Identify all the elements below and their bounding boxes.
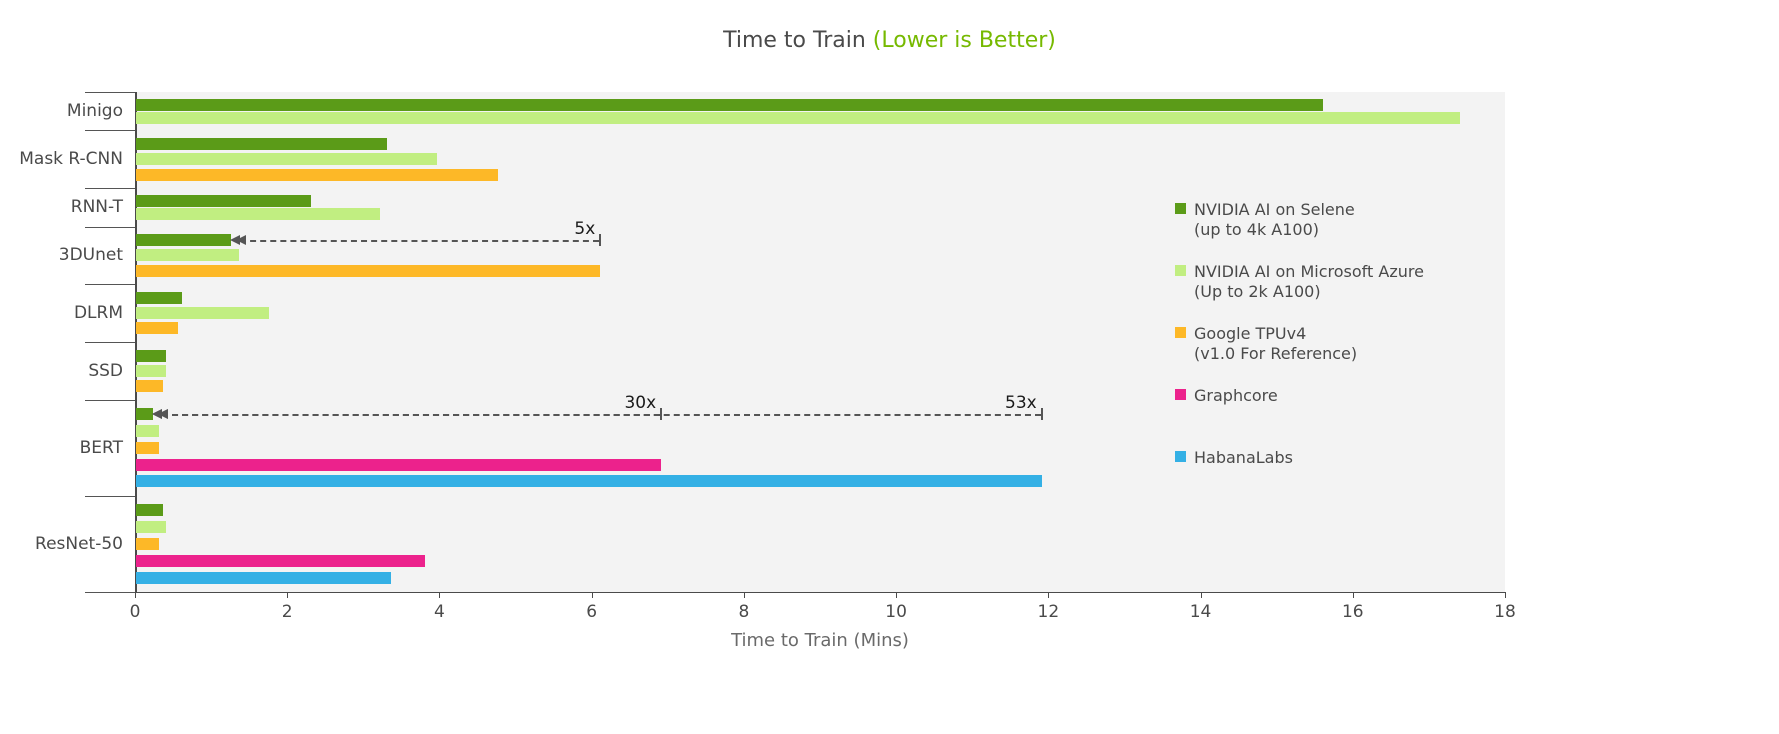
group-divider [85, 284, 135, 285]
bar [136, 99, 1323, 111]
legend-item: Google TPUv4(v1.0 For Reference) [1175, 324, 1357, 364]
group-divider [85, 592, 135, 593]
x-tick [744, 592, 745, 598]
x-tick-label: 2 [282, 602, 293, 622]
x-tick-label: 14 [1190, 602, 1212, 622]
bar [136, 169, 498, 181]
bar [136, 475, 1042, 487]
x-tick [592, 592, 593, 598]
category-label: Mask R-CNN [19, 149, 123, 169]
bar [136, 249, 239, 261]
bar [136, 234, 231, 246]
bar [136, 350, 166, 362]
bar [136, 365, 166, 377]
bar [136, 265, 600, 277]
category-label: RNN-T [71, 197, 123, 217]
legend-label: HabanaLabs [1194, 448, 1293, 467]
x-tick [1048, 592, 1049, 598]
x-tick-label: 6 [586, 602, 597, 622]
group-divider [85, 342, 135, 343]
group-divider [85, 227, 135, 228]
bar [136, 572, 391, 584]
category-label: ResNet-50 [35, 534, 123, 554]
chart-title: Time to Train (Lower is Better) [0, 28, 1779, 53]
legend-label-line2: (up to 4k A100) [1194, 220, 1319, 239]
x-tick [1505, 592, 1506, 598]
x-tick-label: 16 [1342, 602, 1364, 622]
category-label: BERT [80, 438, 123, 458]
category-label: Minigo [67, 101, 123, 121]
group-divider [85, 92, 135, 93]
bar [136, 112, 1460, 124]
legend-swatch [1175, 203, 1186, 214]
legend-label-line2: (Up to 2k A100) [1194, 282, 1321, 301]
legend-item: NVIDIA AI on Selene(up to 4k A100) [1175, 200, 1355, 240]
x-tick-label: 10 [885, 602, 907, 622]
category-group: Mask R-CNN [135, 130, 1505, 188]
legend-swatch [1175, 389, 1186, 400]
bar [136, 380, 163, 392]
bar [136, 138, 387, 150]
x-tick-label: 0 [130, 602, 141, 622]
x-axis-line [135, 592, 1505, 593]
bar [136, 153, 437, 165]
bar [136, 307, 269, 319]
legend-label: NVIDIA AI on Selene [1194, 200, 1355, 219]
bar [136, 208, 380, 220]
legend-swatch [1175, 451, 1186, 462]
bar [136, 504, 163, 516]
x-tick [135, 592, 136, 598]
legend-item: Graphcore [1175, 386, 1278, 406]
bar [136, 408, 153, 420]
legend-swatch [1175, 265, 1186, 276]
bar [136, 521, 166, 533]
legend-item: HabanaLabs [1175, 448, 1293, 468]
legend-swatch [1175, 327, 1186, 338]
legend-label: NVIDIA AI on Microsoft Azure [1194, 262, 1424, 281]
bar [136, 459, 661, 471]
x-tick-label: 4 [434, 602, 445, 622]
legend-label-line2: (v1.0 For Reference) [1194, 344, 1357, 363]
category-label: 3DUnet [59, 245, 123, 265]
group-divider [85, 496, 135, 497]
category-group: BERT [135, 400, 1505, 496]
x-tick [1201, 592, 1202, 598]
legend-label: Graphcore [1194, 386, 1278, 405]
x-tick [287, 592, 288, 598]
x-tick [439, 592, 440, 598]
legend-item: NVIDIA AI on Microsoft Azure(Up to 2k A1… [1175, 262, 1424, 302]
x-tick-label: 8 [738, 602, 749, 622]
bar [136, 195, 311, 207]
category-label: SSD [88, 361, 123, 381]
bar [136, 538, 159, 550]
x-tick [1353, 592, 1354, 598]
bar [136, 425, 159, 437]
x-axis-label: Time to Train (Mins) [135, 630, 1505, 651]
bar [136, 555, 425, 567]
chart-title-main: Time to Train [723, 28, 873, 53]
x-tick-label: 12 [1038, 602, 1060, 622]
category-group: Minigo [135, 92, 1505, 130]
category-label: DLRM [74, 303, 123, 323]
bar [136, 442, 159, 454]
group-divider [85, 188, 135, 189]
group-divider [85, 400, 135, 401]
group-divider [85, 130, 135, 131]
chart-container: Time to Train (Lower is Better) MinigoMa… [0, 0, 1779, 734]
bar [136, 322, 178, 334]
bar [136, 292, 182, 304]
chart-title-sub: (Lower is Better) [873, 28, 1056, 53]
x-tick-label: 18 [1494, 602, 1516, 622]
category-group: ResNet-50 [135, 496, 1505, 592]
x-tick [896, 592, 897, 598]
legend-label: Google TPUv4 [1194, 324, 1306, 343]
